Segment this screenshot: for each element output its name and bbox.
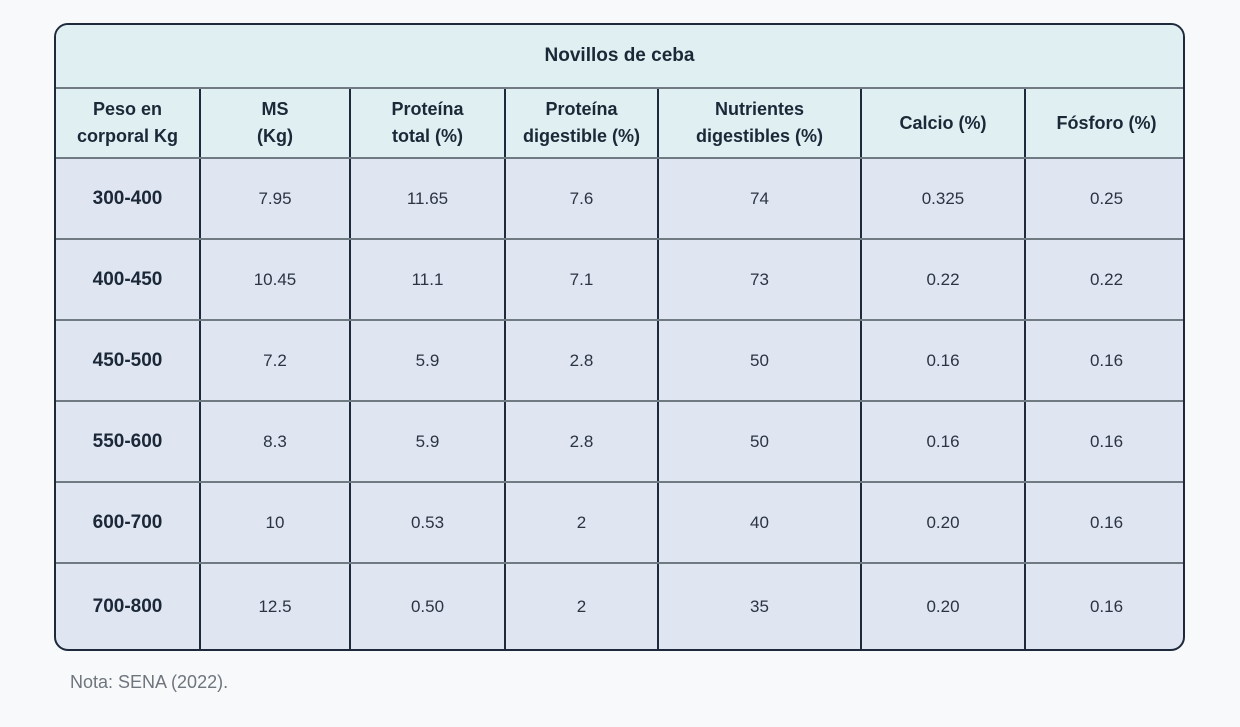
row-header-cell: 600-700 bbox=[56, 482, 201, 564]
column-header: Peso en corporal Kg bbox=[56, 89, 201, 159]
column-header: Proteína total (%) bbox=[350, 89, 506, 159]
column-header: MS (Kg) bbox=[200, 89, 351, 159]
row-header-cell: 550-600 bbox=[56, 401, 201, 483]
table-cell: 11.1 bbox=[350, 239, 506, 321]
table-cell: 0.53 bbox=[350, 482, 506, 564]
table-cell: 11.65 bbox=[350, 158, 506, 240]
table-row: 400-450 10.45 11.1 7.1 73 0.22 0.22 bbox=[56, 239, 1183, 321]
table-cell: 0.325 bbox=[861, 158, 1026, 240]
table-row: 450-500 7.2 5.9 2.8 50 0.16 0.16 bbox=[56, 320, 1183, 402]
nutrition-table: Novillos de ceba Peso en corporal Kg MS (Kg… bbox=[54, 23, 1185, 651]
table-cell: 5.9 bbox=[350, 401, 506, 483]
table-cell: 0.16 bbox=[1089, 597, 1124, 616]
table-cell: 0.25 bbox=[1025, 158, 1183, 240]
table-cell: 7.1 bbox=[505, 239, 659, 321]
table-body: 300-400 7.95 11.65 7.6 74 0.325 0.25 400-450 10.… bbox=[56, 158, 1183, 649]
table-cell: 0.16 bbox=[1025, 401, 1183, 483]
table-cell: 0.50 bbox=[350, 563, 506, 649]
source-note: Nota: SENA (2022). bbox=[70, 672, 229, 692]
table-row: 550-600 8.3 5.9 2.8 50 0.16 0.16 bbox=[56, 401, 1183, 483]
table-cell: 7.6 bbox=[505, 158, 659, 240]
table-cell: 40 bbox=[658, 482, 862, 564]
table-row: 600-700 10 0.53 2 40 0.20 0.16 bbox=[56, 482, 1183, 564]
table-row: 700-800 12.5 0.50 2 35 0.20 0.16 bbox=[56, 563, 1183, 649]
header-row: Peso en corporal Kg MS (Kg) Proteína total (%… bbox=[56, 89, 1183, 159]
table-cell: 2 bbox=[505, 563, 659, 649]
table-cell: 50 bbox=[658, 320, 862, 402]
table-cell: 0.16 bbox=[1025, 320, 1183, 402]
table-cell: 35 bbox=[658, 563, 862, 649]
row-header-cell: 700-800 bbox=[56, 563, 201, 649]
table-cell: 0.16 bbox=[861, 320, 1026, 402]
table-cell: 0.20 bbox=[861, 563, 1026, 649]
table-cell: 2 bbox=[505, 482, 659, 564]
row-header-cell: 300-400 bbox=[56, 158, 201, 240]
table-title: Novillos de ceba bbox=[56, 25, 1183, 89]
row-header-cell: 450-500 bbox=[56, 320, 201, 402]
table-cell: 73 bbox=[658, 239, 862, 321]
row-header-cell: 400-450 bbox=[56, 239, 201, 321]
table-cell: 12.5 bbox=[200, 563, 351, 649]
table-cell: 50 bbox=[658, 401, 862, 483]
table-cell: 2.8 bbox=[505, 401, 659, 483]
column-header: Nutrientes digestibles (%) bbox=[658, 89, 862, 159]
table-cell: 2.8 bbox=[505, 320, 659, 402]
table-cell: 7.2 bbox=[200, 320, 351, 402]
table-cell: 0.16 bbox=[861, 401, 1026, 483]
table-row: 300-400 7.95 11.65 7.6 74 0.325 0.25 bbox=[56, 158, 1183, 240]
column-header: Fósforo (%) bbox=[1025, 89, 1183, 159]
table-cell: 0.22 bbox=[1025, 239, 1183, 321]
column-header: Proteína digestible (%) bbox=[505, 89, 659, 159]
table-cell: 5.9 bbox=[350, 320, 506, 402]
table-cell: 74 bbox=[658, 158, 862, 240]
table-cell: 7.95 bbox=[200, 158, 351, 240]
table-cell: 10.45 bbox=[200, 239, 351, 321]
table-cell: 8.3 bbox=[200, 401, 351, 483]
column-header: Calcio (%) bbox=[861, 89, 1026, 159]
table-cell: 0.22 bbox=[861, 239, 1026, 321]
table-cell: 10 bbox=[200, 482, 351, 564]
table-cell: 0.16 bbox=[1025, 482, 1183, 564]
table-cell: 0.20 bbox=[861, 482, 1026, 564]
data-table: Peso en corporal Kg MS (Kg) Proteína total (%… bbox=[56, 89, 1183, 649]
